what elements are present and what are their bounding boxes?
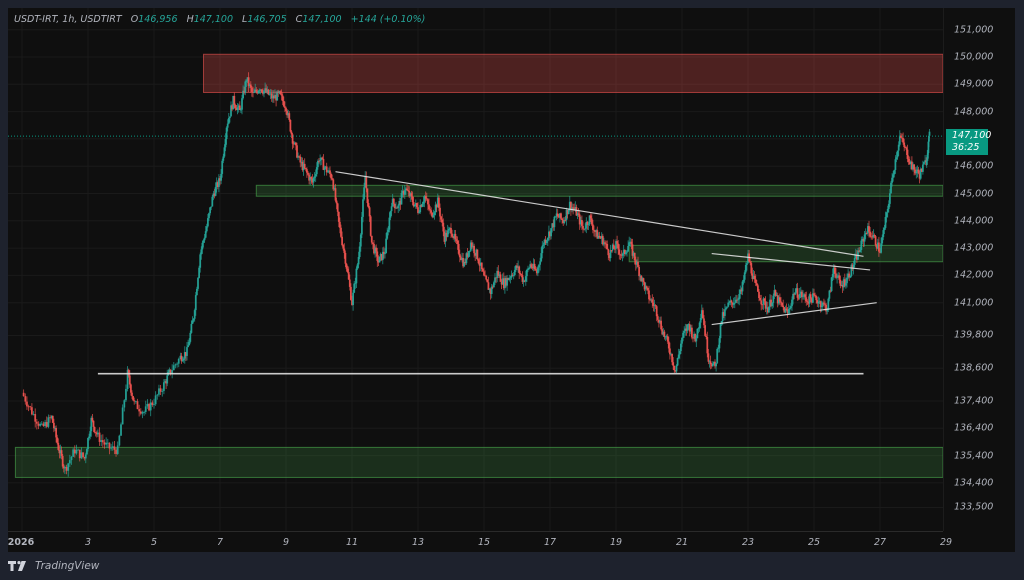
- footer: TradingView: [8, 556, 99, 576]
- bar-countdown: 36:25: [952, 142, 980, 154]
- time-tick: 13: [411, 537, 425, 548]
- price-tick: 149,000: [954, 78, 994, 90]
- price-tick: 141,000: [954, 297, 994, 309]
- open-value: 146,956: [138, 14, 178, 25]
- tradingview-logo-icon: [8, 561, 26, 571]
- chart-plot-area[interactable]: [8, 8, 947, 531]
- tradingview-brand: TradingView: [35, 560, 100, 572]
- candlestick-chart[interactable]: [8, 8, 947, 531]
- change-value: +144 (+0.10%): [350, 14, 426, 25]
- low-value: 146,705: [247, 14, 287, 25]
- close-value: 147,100: [302, 14, 342, 25]
- trendline[interactable]: [711, 302, 877, 326]
- price-tick: 142,000: [954, 269, 994, 281]
- price-tick: 148,000: [954, 106, 994, 118]
- time-tick: 2026: [7, 537, 35, 548]
- price-tick: 138,600: [954, 362, 994, 374]
- last-price-tag: 147,100 36:25: [946, 129, 992, 156]
- price-tick: 136,400: [954, 422, 994, 434]
- demand-zone[interactable]: [628, 244, 944, 263]
- high-value: 147,100: [193, 14, 234, 25]
- time-axis[interactable]: 2026 3 5 7 9 11 13 15 17 19 21 23 25 27 29: [7, 531, 952, 553]
- trendline[interactable]: [335, 171, 864, 257]
- supply-zone[interactable]: [203, 53, 944, 93]
- low-label: L: [242, 14, 248, 25]
- time-tick: 23: [741, 537, 755, 548]
- time-tick: 7: [216, 537, 224, 548]
- open-label: O: [130, 14, 139, 25]
- trendline[interactable]: [711, 252, 871, 271]
- time-tick: 29: [939, 537, 953, 548]
- price-tick: 134,400: [954, 477, 994, 489]
- price-tick: 143,000: [954, 242, 994, 254]
- price-tick: 151,000: [954, 24, 994, 36]
- high-label: H: [186, 14, 194, 25]
- price-tick: 145,000: [954, 188, 994, 199]
- time-tick: 9: [282, 537, 290, 548]
- price-tick: 144,000: [954, 215, 994, 227]
- demand-zone[interactable]: [14, 446, 944, 478]
- price-axis[interactable]: 147,100 36:25 151,000 150,000 149,000 148,0…: [943, 8, 1016, 531]
- symbol-label: USDT-IRT, 1h, USDTIRT: [14, 14, 122, 25]
- price-tick: 135,400: [954, 450, 994, 462]
- price-tick: 139,800: [954, 329, 994, 341]
- time-tick: 5: [150, 537, 158, 548]
- time-tick: 27: [873, 537, 887, 548]
- last-price: 147,100: [952, 130, 992, 142]
- time-tick: 11: [345, 537, 359, 548]
- demand-zone[interactable]: [255, 184, 944, 197]
- price-tick: 137,400: [954, 395, 994, 407]
- close-label: C: [295, 14, 303, 25]
- time-tick: 3: [84, 537, 92, 548]
- time-tick: 25: [807, 537, 821, 548]
- price-tick: 146,000: [954, 160, 994, 172]
- price-tick: 133,500: [954, 501, 994, 513]
- ohlc-legend: USDT-IRT, 1h, USDTIRT O146,956 H147,100 …: [14, 14, 425, 25]
- time-tick: 21: [675, 537, 689, 548]
- time-tick: 15: [477, 537, 491, 548]
- price-tick: 150,000: [954, 51, 994, 63]
- chart-frame[interactable]: USDT-IRT, 1h, USDTIRT O146,956 H 147,100 …: [8, 8, 1015, 552]
- time-tick: 17: [543, 537, 557, 548]
- time-tick: 19: [609, 537, 623, 548]
